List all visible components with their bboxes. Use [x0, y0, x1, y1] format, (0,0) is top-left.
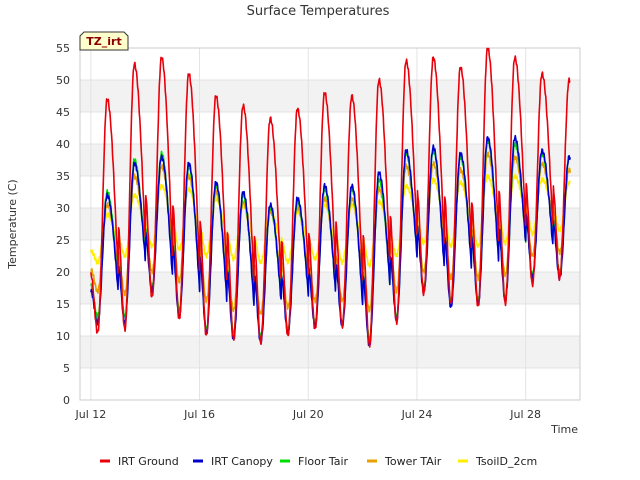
x-tick-label: Jul 12	[74, 408, 106, 421]
grid-band	[80, 80, 580, 112]
x-tick-label: Jul 24	[401, 408, 433, 421]
x-tick-label: Jul 16	[183, 408, 215, 421]
y-axis-title: Temperature (C)	[6, 179, 19, 269]
legend-label: Floor Tair	[298, 455, 349, 468]
y-tick-label: 30	[56, 202, 70, 215]
y-axis-ticks: 0 5 10 15 20 25 30 35 40 45 50 55	[56, 42, 70, 407]
grid-band	[80, 336, 580, 368]
y-tick-label: 55	[56, 42, 70, 55]
y-tick-label: 50	[56, 74, 70, 87]
x-tick-label: Jul 28	[509, 408, 541, 421]
station-badge-box	[79, 31, 129, 51]
station-badge: TZ_irt	[79, 31, 129, 51]
plot-frame	[79, 47, 581, 401]
legend-label: IRT Canopy	[211, 455, 273, 468]
x-tick-label: Jul 20	[292, 408, 324, 421]
chart-title: Surface Temperatures	[247, 4, 390, 19]
y-tick-label: 35	[56, 170, 70, 183]
legend: IRT Ground IRT Canopy Floor Tair Tower TAir…	[100, 455, 537, 468]
y-tick-label: 25	[56, 234, 70, 247]
y-tick-label: 20	[56, 266, 70, 279]
legend-label: IRT Ground	[118, 455, 179, 468]
grid-band	[80, 272, 580, 304]
y-tick-label: 10	[56, 330, 70, 343]
y-tick-label: 5	[63, 362, 70, 375]
legend-label: Tower TAir	[384, 455, 442, 468]
y-tick-label: 15	[56, 298, 70, 311]
legend-label: TsoilD_2cm	[475, 455, 537, 468]
series-line-irt-canopy	[90, 134, 571, 347]
y-tick-label: 0	[63, 394, 70, 407]
x-axis-ticks: Jul 12 Jul 16 Jul 20 Jul 24 Jul 28	[74, 408, 541, 421]
x-axis-title: Time	[550, 423, 578, 436]
series-lines	[90, 47, 571, 348]
station-badge-label: TZ_irt	[86, 35, 121, 48]
y-tick-label: 45	[56, 106, 70, 119]
series-line-irt-ground	[90, 47, 571, 348]
y-tick-label: 40	[56, 138, 70, 151]
